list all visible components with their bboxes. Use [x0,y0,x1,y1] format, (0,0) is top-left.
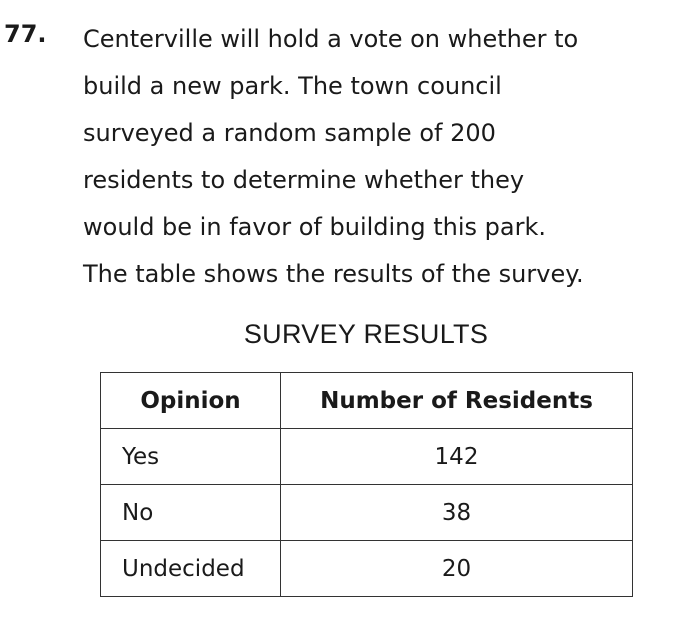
table-header-row: Opinion Number of Residents [100,372,633,429]
count-cell: 20 [280,540,633,597]
question-text: Centerville will hold a vote on whether … [83,16,673,298]
question-line: would be in favor of building this park. [83,213,547,241]
survey-results-table: Opinion Number of Residents Yes 142 No 3… [100,372,633,597]
table-title: SURVEY RESULTS [243,319,489,349]
question-number: 77. [4,20,47,48]
opinion-cell: Yes [100,428,281,485]
question-line: Centerville will hold a vote on whether … [83,25,579,53]
table-row: Undecided 20 [100,540,633,597]
table-row: Yes 142 [100,428,633,485]
question-line: residents to determine whether they [83,166,525,194]
opinion-column-header: Opinion [100,372,281,429]
opinion-cell: Undecided [100,540,281,597]
number-of-residents-column-header: Number of Residents [280,372,633,429]
question-line: build a new park. The town council [83,72,502,100]
opinion-cell: No [100,484,281,541]
table-row: No 38 [100,484,633,541]
question-line: The table shows the results of the surve… [83,260,584,288]
count-cell: 38 [280,484,633,541]
count-cell: 142 [280,428,633,485]
question-line: surveyed a random sample of 200 [83,119,496,147]
